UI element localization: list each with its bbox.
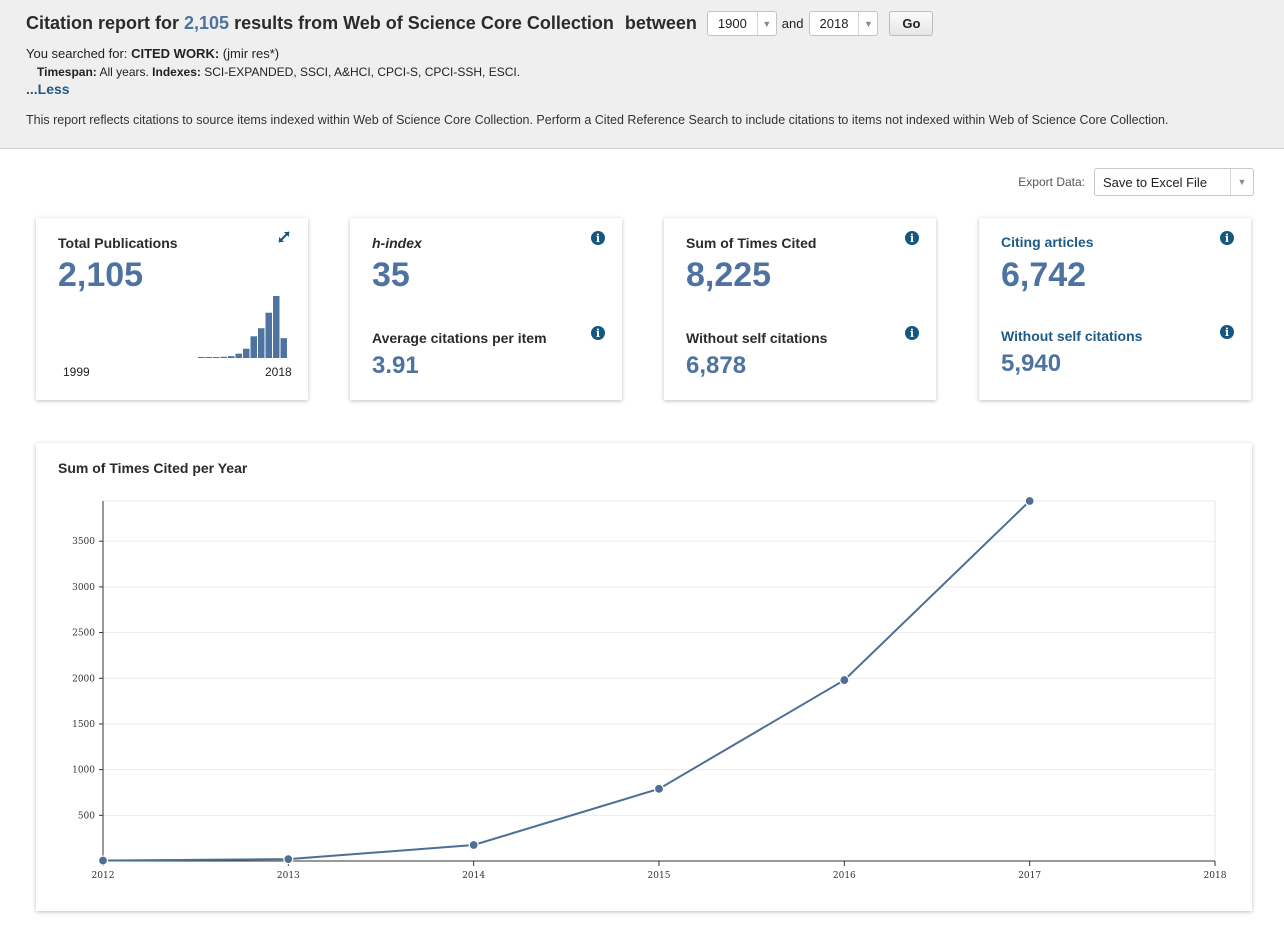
indexes-value: SCI-EXPANDED, SSCI, A&HCI, CPCI-S, CPCI-… [204,65,521,79]
spark-bar [243,348,250,358]
chart-title: Sum of Times Cited per Year [58,460,248,476]
searched-prefix: You searched for: [26,46,128,61]
to-year-select[interactable]: 2018 ▼ [808,11,879,36]
times-cited-without-self-label: Without self citations [686,330,828,346]
spark-bar [220,356,227,358]
data-point[interactable] [839,674,850,686]
timespan-indexes: Timespan: All years. Indexes: SCI-EXPAND… [37,65,520,79]
x-tick-label: 2015 [648,871,671,881]
info-icon[interactable]: i [1220,325,1234,339]
timespan-key: Timespan: [37,65,97,79]
total-publications-label: Total Publications [58,235,178,251]
title-row: Citation report for 2,105 results from W… [26,11,934,36]
y-tick-label: 1500 [72,720,95,730]
x-tick-label: 2017 [1018,871,1041,881]
spark-bar [265,312,272,358]
citing-without-self-value: 5,940 [1001,350,1062,377]
searched-value: (jmir res*) [222,46,280,61]
times-cited-value: 8,225 [686,256,772,294]
chevron-down-icon: ▼ [756,12,776,35]
between-label: between [624,13,697,33]
search-summary: You searched for: CITED WORK: (jmir res*… [26,46,279,61]
and-label: and [781,16,804,31]
citing-articles-link[interactable]: Citing articles [1001,234,1094,250]
times-cited-chart-card: Sum of Times Cited per Year 500 1000 1500 2… [36,443,1252,911]
info-icon[interactable]: i [591,326,605,340]
info-icon[interactable]: i [591,231,605,245]
spark-bar [213,357,220,358]
spark-bar [205,357,212,358]
h-index-label: h-index [372,235,422,251]
times-cited-line-chart: 500 1000 1500 2000 2500 3000 3500 2012 2013 2014 2… [72,495,1227,881]
y-tick-label: 500 [78,811,95,821]
indexes-key: Indexes: [152,65,201,79]
chevron-down-icon: ▼ [858,12,877,35]
spark-bar [235,353,242,358]
from-year-select[interactable]: 1900 ▼ [706,11,777,36]
times-cited-label: Sum of Times Cited [686,235,817,251]
avg-citations-label: Average citations per item [372,330,547,346]
data-point[interactable] [653,783,665,794]
x-tick-label: 2013 [277,871,300,881]
spark-bar [280,338,287,358]
spark-bar [228,356,235,358]
expand-icon[interactable] [276,229,292,245]
data-point[interactable] [468,839,479,851]
report-note: This report reflects citations to source… [26,113,1169,127]
title-suffix: results from Web of Science Core Collect… [234,13,614,33]
info-icon[interactable]: i [905,326,919,340]
citing-articles-value: 6,742 [1001,256,1087,294]
export-selected-value: Save to Excel File [1103,174,1208,190]
export-data: Export Data: Save to Excel File ▼ [1018,168,1254,196]
from-year-value: 1900 [717,16,747,31]
data-point[interactable] [283,854,294,865]
y-tick-label: 3500 [72,537,95,547]
to-year-value: 2018 [819,16,849,31]
data-point[interactable] [97,855,109,866]
info-icon[interactable]: i [905,231,919,245]
results-count: 2,105 [184,13,230,33]
searched-key: CITED WORK: [131,46,220,61]
report-header: Citation report for 2,105 results from W… [0,0,1284,149]
y-tick-label: 2500 [72,629,95,639]
x-tick-label: 2018 [1204,871,1227,881]
citing-articles-card: Citing articles i 6,742 Without self cit… [979,218,1251,400]
avg-citations-value: 3.91 [372,352,419,379]
times-cited-card: Sum of Times Cited i 8,225 Without self … [664,218,936,400]
timespan-value: All years. [99,65,149,79]
info-icon[interactable]: i [1220,231,1234,245]
h-index-card: h-index i 35 Average citations per item … [350,218,622,400]
total-publications-card: Total Publications 2,105 1999 2018 [36,218,308,400]
spark-year-start: 1999 [63,365,90,379]
report-title: Citation report for 2,105 results from W… [26,13,697,34]
x-tick-label: 2012 [92,871,115,881]
total-publications-value: 2,105 [58,256,144,294]
export-select[interactable]: Save to Excel File ▼ [1094,168,1254,196]
go-button[interactable]: Go [889,11,934,36]
h-index-value: 35 [372,256,410,294]
less-link[interactable]: ...Less [26,81,70,97]
spark-year-end: 2018 [265,365,292,379]
title-prefix: Citation report for [26,13,179,33]
x-tick-label: 2014 [462,871,485,881]
spark-bar [258,328,265,358]
spark-bar [198,357,205,358]
series-line [102,500,1031,862]
citing-without-self-link[interactable]: Without self citations [1001,328,1143,344]
publications-sparkline [198,296,287,358]
spark-bar [273,296,280,358]
chevron-down-icon: ▼ [1230,169,1253,195]
spark-bar [250,336,257,358]
x-tick-label: 2016 [833,871,856,881]
export-label: Export Data: [1018,175,1085,189]
y-tick-label: 3000 [72,583,95,593]
times-cited-without-self-value: 6,878 [686,352,747,379]
y-tick-label: 2000 [72,674,95,684]
y-tick-label: 1000 [72,766,95,776]
data-point[interactable] [1024,495,1035,507]
